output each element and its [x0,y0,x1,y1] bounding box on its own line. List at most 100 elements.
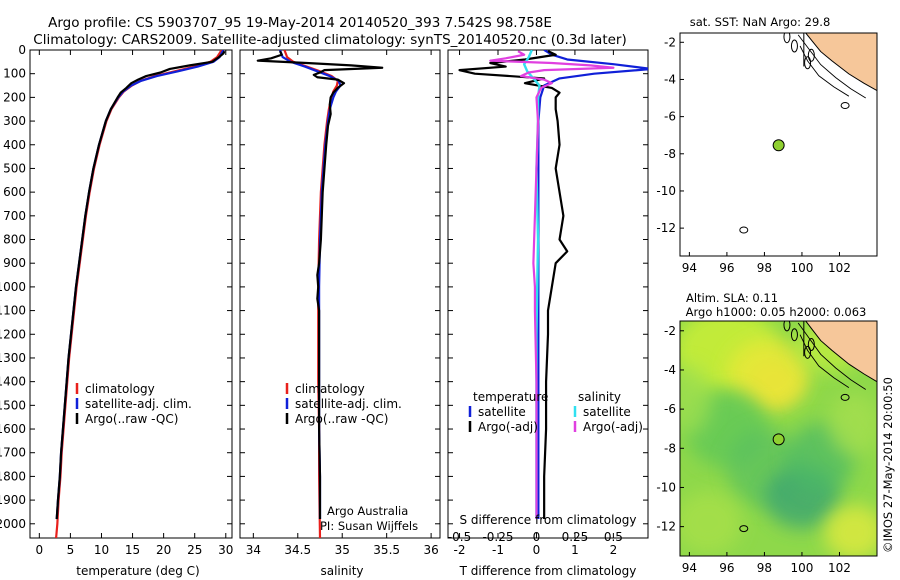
map-layer [680,321,877,556]
y-tick-label: 700 [3,209,26,223]
x-tick-label: 36 [423,543,438,557]
series-line-temperature-satellite [537,50,648,520]
imos-watermark: ©IMOS 27-May-2014 20:00:50 [881,377,895,553]
series-line-climatology [55,50,223,538]
y-tick-label: 1900 [0,493,26,507]
legend-label: climatology [85,382,155,396]
figure-title-line-2: Climatology: CARS2009. Satellite-adjuste… [33,32,626,48]
bathymetry-contour [797,34,866,99]
island-outline [804,56,812,70]
legend-label: satellite [478,405,526,419]
legend-label: climatology [295,382,365,396]
legend-label: satellite [583,405,631,419]
series-layer [458,50,648,520]
temperature-axis-label: temperature (deg C) [76,564,199,578]
x-tick-label: 20 [156,543,171,557]
map-x-tick-label: 98 [757,561,772,575]
y-tick-label: 1300 [0,351,26,365]
x-tick-label: 30 [218,543,233,557]
map-y-tick-label: -4 [664,363,676,377]
y-tick-label: 1600 [0,422,26,436]
float-position-marker [772,433,785,446]
salinity-profile-chart: 34 34.5 35 35.5 36 climatologysatellite-adj. … [239,49,441,557]
temperature-profile-chart: 0 5 10 15 20 25 300100200300400500600700800900… [0,43,233,557]
island-outline [840,393,850,401]
series-line-climatology [283,50,339,538]
map-y-tick-label: -2 [664,324,676,338]
x-tick-label: -2 [454,543,466,557]
x-tick-label: 25 [187,543,202,557]
y-tick-label: 1000 [0,280,26,294]
top-x-tick-label: -0.25 [482,530,513,544]
legend-group-title: salinity [578,390,621,404]
y-tick-label: 1100 [0,304,26,318]
map-y-tick-label: -12 [656,520,676,534]
legend-label: Argo(-adj) [583,420,643,434]
y-tick-label: 800 [3,233,26,247]
map-x-tick-label: 94 [682,561,697,575]
annotation-pi-name: PI: Susan Wijffels [320,519,418,533]
map-x-tick-label: 96 [719,561,734,575]
x-tick-label: 2 [610,543,618,557]
legend-label: Argo(..raw -QC) [295,412,388,426]
y-tick-label: 100 [3,67,26,81]
top-x-tick-label: -0.5 [448,530,471,544]
map-y-tick-label: -6 [664,110,676,124]
x-tick-label: -1 [492,543,504,557]
plot-frame [239,49,441,539]
island-outline [807,48,815,62]
island-outline [807,338,815,351]
map-y-tick-label: -2 [664,35,676,49]
map-frame [679,320,878,557]
x-tick-label: 0 [533,543,541,557]
legend-label: Argo(-adj) [478,420,538,434]
sla-field-patch [828,393,877,457]
annotation-argo-australia: Argo Australia [327,504,408,518]
x-tick-label: 34 [246,543,261,557]
sla-map-title-line-1: Altim. SLA: 0.11 [686,291,778,305]
land-sumatra [805,33,877,92]
top-x-tick-label: 0 [533,530,541,544]
x-tick-label: 5 [67,543,75,557]
map-x-tick-label: 94 [682,261,697,275]
t-difference-axis-label: T difference from climatology [459,564,637,578]
island-outline [840,101,850,109]
legend-label: Argo(..raw -QC) [85,412,178,426]
salinity-axis-label: salinity [320,564,363,578]
series-line-salinity-argo-adj- [489,50,615,520]
island-outline [783,33,791,44]
series-line-argo-raw-qc- [256,50,384,520]
island-outline [790,39,798,53]
legend-label: satellite-adj. clim. [295,397,402,411]
x-tick-label: 35 [335,543,350,557]
map-x-tick-label: 100 [790,561,813,575]
sla-field-patch [726,338,810,410]
y-tick-label: 1200 [0,327,26,341]
bathymetry-contour [797,322,866,390]
map-y-tick-label: -8 [664,441,676,455]
series-layer [256,50,384,538]
map-frame [679,32,878,257]
legend-label: satellite-adj. clim. [85,397,192,411]
map-y-tick-label: -10 [656,184,676,198]
bathymetry-contour [799,45,850,97]
x-tick-label: 10 [94,543,109,557]
sst-map: 94 96 98 100 102 -2 -4 -6 -8 -10 -12 [656,32,878,275]
map-y-tick-label: -12 [656,221,676,235]
map-layer [680,33,877,256]
figure-title-line-1: Argo profile: CS 5903707_95 19-May-2014 … [48,15,552,31]
sla-field-patch [680,491,742,555]
sla-field-patch [680,364,712,435]
y-tick-label: 0 [18,43,26,57]
y-tick-label: 1400 [0,375,26,389]
island-outline [804,345,812,359]
plot-frame [29,49,233,539]
map-x-tick-label: 102 [828,561,851,575]
legend-group-title: temperature [473,390,548,404]
series-line-temperature-argo-adj- [458,50,569,520]
series-line-satellite-adj-clim- [278,50,342,520]
float-position-marker [772,139,785,152]
series-layer [55,50,226,538]
x-tick-label: 1 [571,543,579,557]
s-difference-axis-label: S difference from climatology [460,513,637,527]
